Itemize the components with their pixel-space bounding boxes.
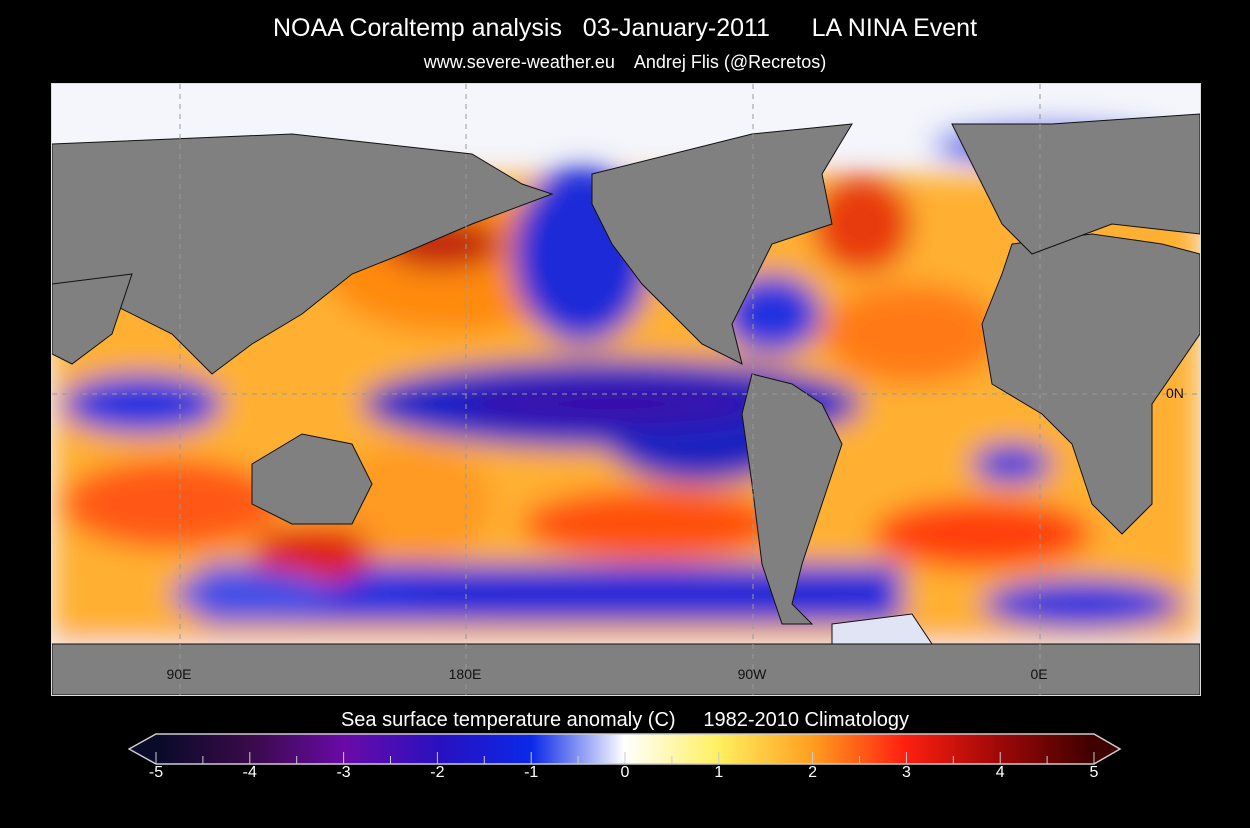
gridlines xyxy=(52,84,1200,695)
colorbar-tick-label: -3 xyxy=(336,764,351,781)
map-subtitle: www.severe-weather.eu Andrej Flis (@Recr… xyxy=(423,52,827,72)
lon-label-90w: 90W xyxy=(737,666,767,682)
colorbar-tick-label: 5 xyxy=(1089,764,1099,781)
colorbar-tick-label: -5 xyxy=(148,764,164,781)
map-title: NOAA Coraltemp analysis 03-January-2011 … xyxy=(272,14,978,42)
sst-anomaly-map xyxy=(51,83,1201,696)
colorbar-tick-label: 0 xyxy=(620,764,630,781)
colorbar-tick-label: 2 xyxy=(808,764,818,781)
colorbar-title: Sea surface temperature anomaly (C) 1982… xyxy=(340,709,910,731)
colorbar-tick-label: 1 xyxy=(714,764,724,781)
colorbar-tick-label: -2 xyxy=(430,764,445,781)
colorbar-tick-label: -1 xyxy=(524,764,539,781)
colorbar xyxy=(128,733,1122,765)
lon-label-180e: 180E xyxy=(448,666,482,682)
colorbar-tick-label: 3 xyxy=(901,764,911,781)
colorbar-tick-label: -4 xyxy=(242,764,257,781)
lon-label-90e: 90E xyxy=(166,666,192,682)
lon-label-0e: 0E xyxy=(1030,666,1048,682)
lat-label-0n: 0N xyxy=(1166,385,1184,401)
colorbar-tick-label: 4 xyxy=(995,764,1005,781)
land-masses xyxy=(52,113,1200,695)
